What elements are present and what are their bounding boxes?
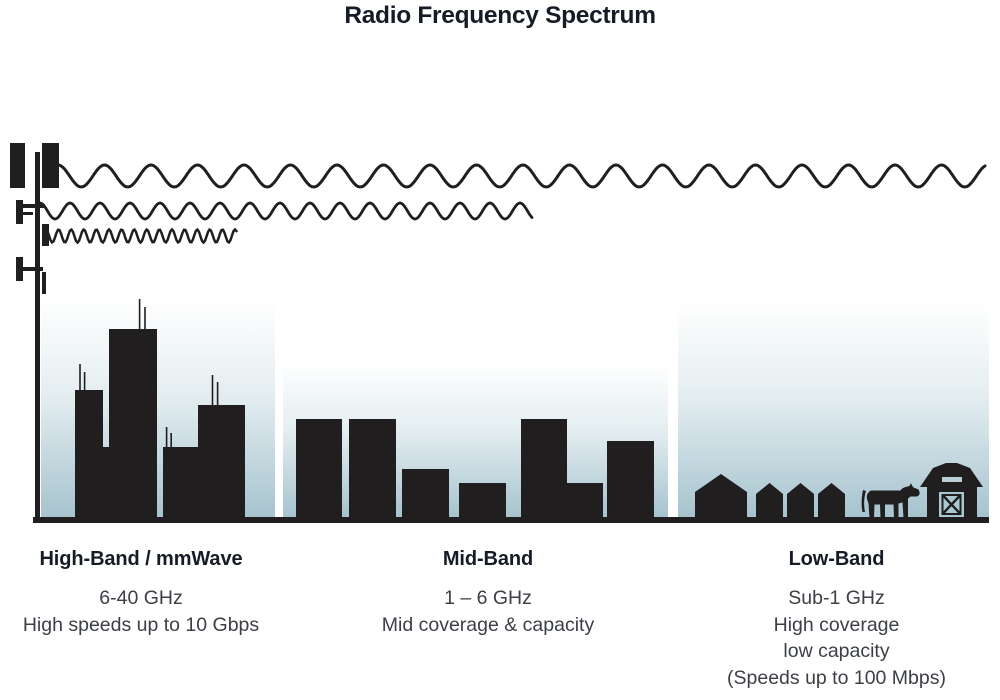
long-wavelength-wave-icon xyxy=(56,163,987,189)
house-icon xyxy=(756,483,783,517)
high-band-label: High-Band / mmWave xyxy=(39,548,243,570)
barn-door-frame xyxy=(941,494,962,515)
skyscraper xyxy=(109,329,157,517)
spectrum-diagram xyxy=(10,143,989,523)
building xyxy=(567,483,603,517)
low-band-label: Low-Band xyxy=(788,548,885,570)
page-title: Radio Frequency Spectrum xyxy=(344,2,656,29)
high-band-description: High speeds up to 10 Gbps xyxy=(22,613,260,636)
building xyxy=(521,419,567,517)
skyscraper xyxy=(198,405,245,517)
barn-door-cross xyxy=(941,494,962,515)
barn-loft-slit xyxy=(942,477,962,482)
mid-rise-town-icon xyxy=(296,419,654,517)
low-band-caption: Low-Band Sub-1 GHz High coverage low cap… xyxy=(700,548,973,691)
ground-line xyxy=(33,517,989,523)
radio-waves xyxy=(38,163,987,245)
antenna-mast xyxy=(79,299,219,448)
house-icon xyxy=(695,474,747,517)
mid-band-label: Mid-Band xyxy=(442,548,534,570)
high-band-caption: High-Band / mmWave 6-40 GHz High speeds … xyxy=(8,548,274,638)
low-band-description: High coverage xyxy=(773,613,900,636)
mid-band-description: Mid coverage & capacity xyxy=(381,613,595,636)
low-band-description: low capacity xyxy=(783,640,890,662)
low-band-frequency: Sub-1 GHz xyxy=(788,587,885,609)
mid-band-frequency: 1 – 6 GHz xyxy=(444,587,532,609)
building xyxy=(296,419,342,517)
short-wavelength-wave-icon xyxy=(44,227,238,245)
barn-icon xyxy=(920,463,983,517)
medium-wavelength-wave-icon xyxy=(38,201,534,221)
mid-band-caption: Mid-Band 1 – 6 GHz Mid coverage & capaci… xyxy=(350,548,626,638)
skyscraper-city-icon xyxy=(75,299,245,517)
building xyxy=(402,469,449,517)
house-icon xyxy=(787,483,814,517)
skyscraper xyxy=(75,390,103,517)
building xyxy=(607,441,654,517)
cow-icon xyxy=(861,483,920,518)
building xyxy=(349,419,396,517)
rural-scene-icon xyxy=(695,463,983,518)
low-band-description: (Speeds up to 100 Mbps) xyxy=(727,666,946,689)
house-icon xyxy=(818,483,845,517)
cell-tower-icon xyxy=(10,143,59,518)
high-band-frequency: 6-40 GHz xyxy=(99,587,183,609)
building xyxy=(459,483,506,517)
